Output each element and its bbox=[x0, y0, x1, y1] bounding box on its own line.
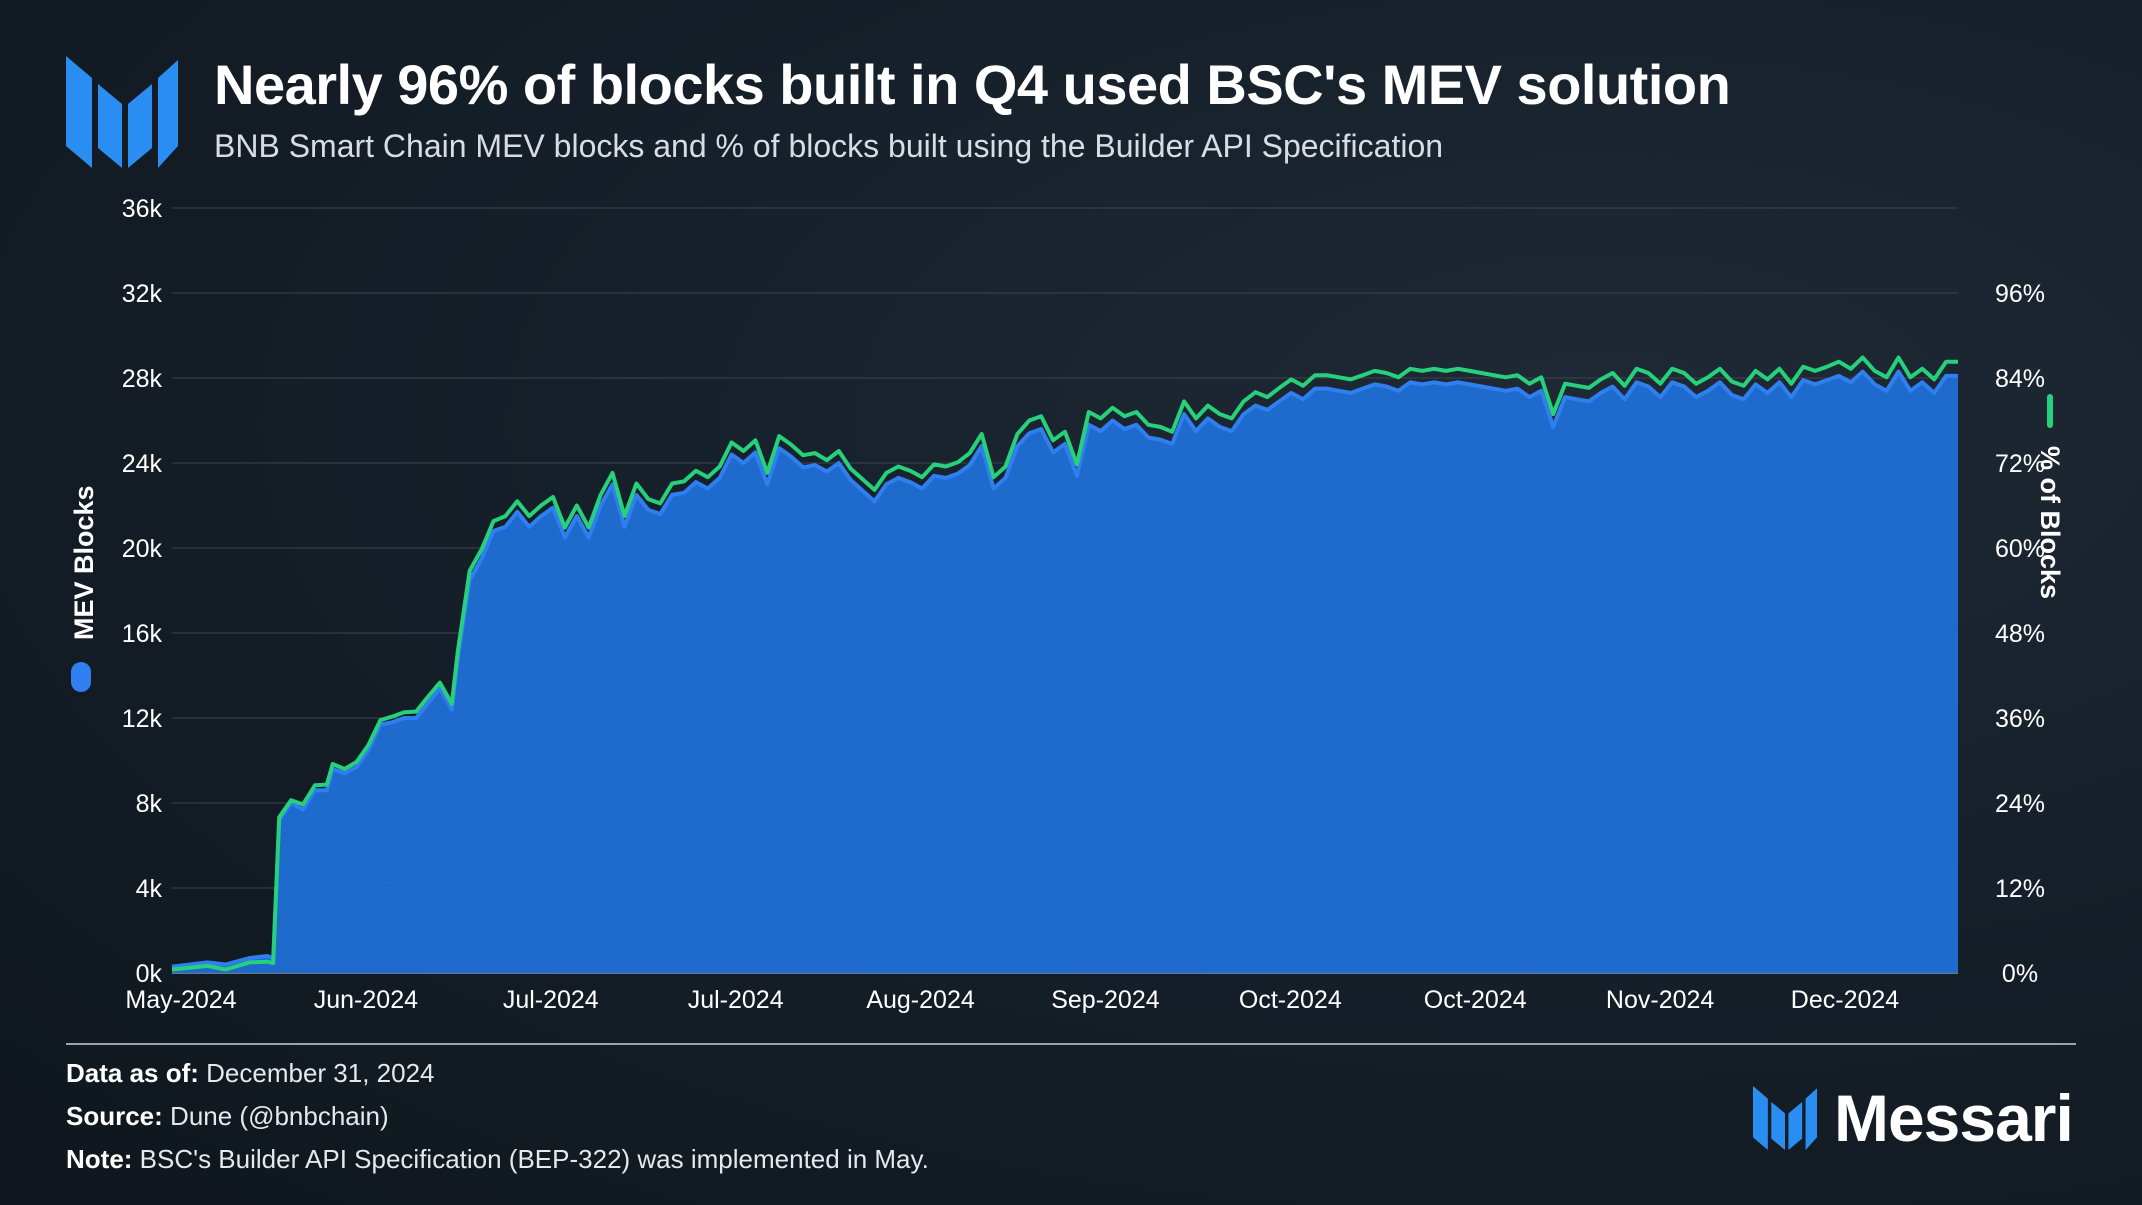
axis-titles: MEV Blocks % of Blocks bbox=[69, 394, 2065, 692]
left-tick-label: 16k bbox=[122, 620, 163, 648]
mev-blocks-area bbox=[172, 371, 1958, 974]
x-tick-label: May-2024 bbox=[125, 986, 236, 1014]
footer-source: Source: Dune (@bnbchain) bbox=[66, 1101, 389, 1131]
right-tick-label: 12% bbox=[1995, 875, 2045, 903]
mev-blocks-outline bbox=[171, 369, 1958, 969]
mev-blocks-area-series bbox=[171, 369, 1958, 974]
right-axis-ticks: 0% 12% 24% 36% 48% 60% 72% 84% 96% bbox=[1995, 280, 2045, 988]
right-tick-label: 24% bbox=[1995, 790, 2045, 818]
mev-blocks-legend-swatch bbox=[71, 662, 91, 692]
x-tick-label: Sep-2024 bbox=[1051, 986, 1160, 1014]
right-tick-label: 60% bbox=[1995, 535, 2045, 563]
right-axis-title: % of Blocks bbox=[2035, 446, 2065, 599]
footer-data-as-of: Data as of: December 31, 2024 bbox=[66, 1058, 435, 1088]
left-tick-label: 8k bbox=[136, 790, 163, 818]
right-tick-label: 72% bbox=[1995, 450, 2045, 478]
brand-lockup: Messari bbox=[1752, 1081, 2074, 1155]
left-axis-title: MEV Blocks bbox=[69, 485, 99, 640]
footer-divider-right bbox=[1076, 1043, 2076, 1045]
percent-blocks-line-series bbox=[171, 355, 1958, 972]
x-tick-label: Jul-2024 bbox=[503, 986, 599, 1014]
right-tick-label: 36% bbox=[1995, 705, 2045, 733]
chart-subtitle: BNB Smart Chain MEV blocks and % of bloc… bbox=[214, 128, 1444, 164]
right-tick-label: 84% bbox=[1995, 365, 2045, 393]
x-tick-label: Aug-2024 bbox=[866, 986, 975, 1014]
right-tick-label: 48% bbox=[1995, 620, 2045, 648]
x-tick-label: Oct-2024 bbox=[1239, 986, 1342, 1014]
chart-canvas: 0k 4k 8k 12k 16k 20k 24k 28k 32k 36k 0% 12% 24% 36% 4… bbox=[69, 195, 2065, 1014]
percent-blocks-line bbox=[171, 355, 1958, 972]
left-tick-label: 12k bbox=[122, 705, 163, 733]
right-axis-title-group: % of Blocks bbox=[2035, 394, 2065, 599]
messari-logo-icon bbox=[66, 56, 178, 168]
x-tick-label: Jun-2024 bbox=[314, 986, 418, 1014]
left-axis-ticks: 0k 4k 8k 12k 16k 20k 24k 28k 32k 36k bbox=[122, 195, 163, 988]
left-tick-label: 20k bbox=[122, 535, 163, 563]
x-tick-label: Oct-2024 bbox=[1424, 986, 1527, 1014]
left-tick-label: 28k bbox=[122, 365, 163, 393]
x-tick-label: Dec-2024 bbox=[1791, 986, 1899, 1014]
footer-note: Note: BSC's Builder API Specification (B… bbox=[66, 1144, 929, 1174]
left-axis-title-group: MEV Blocks bbox=[69, 485, 99, 692]
left-tick-label: 4k bbox=[136, 875, 163, 903]
x-tick-label: Nov-2024 bbox=[1606, 986, 1714, 1014]
footer-divider bbox=[66, 1043, 1076, 1045]
percent-blocks-legend-swatch bbox=[2047, 394, 2053, 428]
left-tick-label: 32k bbox=[122, 280, 163, 308]
right-tick-label: 96% bbox=[1995, 280, 2045, 308]
right-tick-label: 0% bbox=[2002, 960, 2038, 988]
x-axis-ticks: May-2024 Jun-2024 Jul-2024 Jul-2024 Aug-2024… bbox=[125, 986, 1899, 1014]
brand-name: Messari bbox=[1834, 1081, 2074, 1155]
left-tick-label: 24k bbox=[122, 450, 163, 478]
messari-brand-icon bbox=[1753, 1086, 1817, 1150]
x-tick-label: Jul-2024 bbox=[688, 986, 784, 1014]
chart-title: Nearly 96% of blocks built in Q4 used BS… bbox=[214, 53, 1731, 116]
left-tick-label: 0k bbox=[136, 960, 163, 988]
left-tick-label: 36k bbox=[122, 195, 163, 223]
